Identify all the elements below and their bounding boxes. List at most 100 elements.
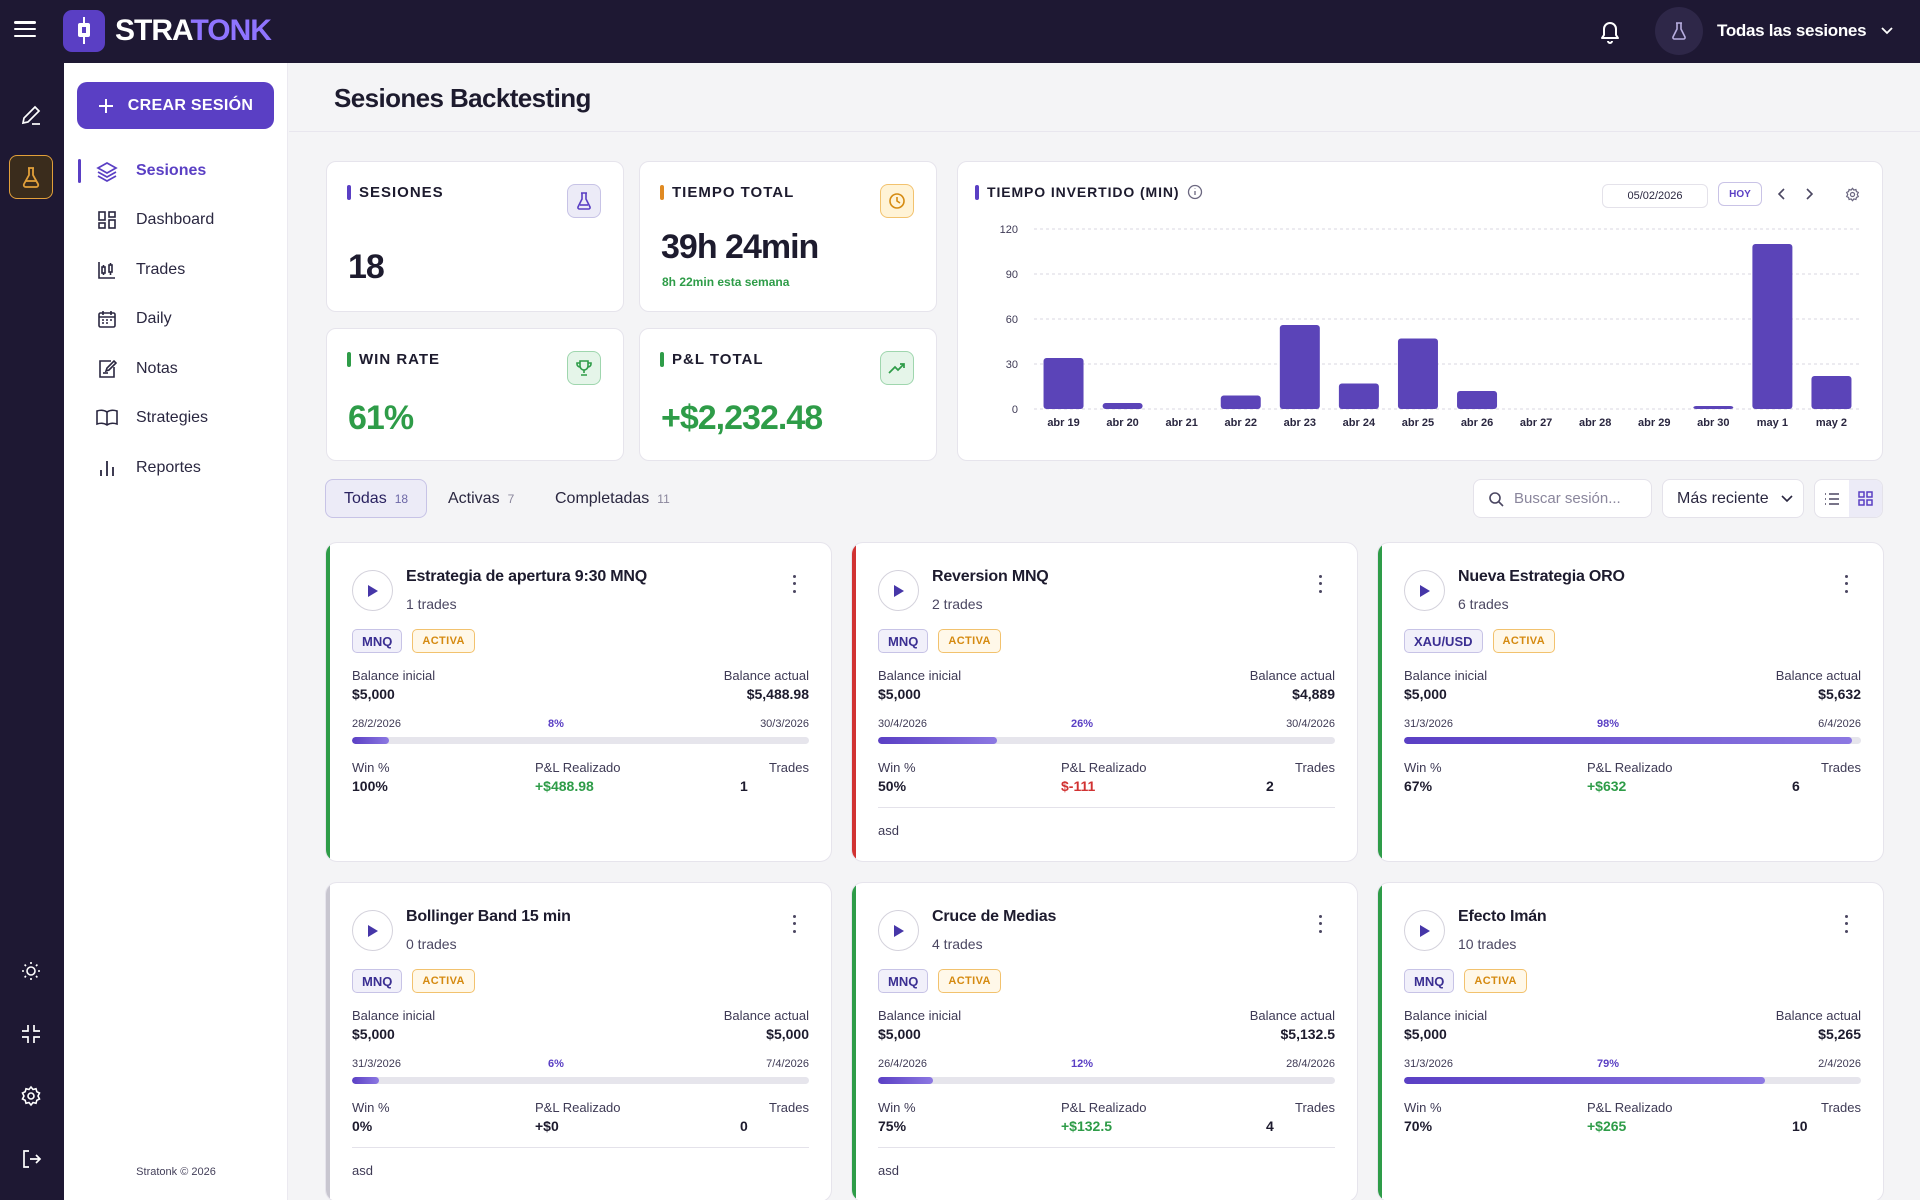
sidebar-item-daily[interactable]: Daily xyxy=(64,299,288,339)
list-view-icon[interactable] xyxy=(1815,480,1849,517)
balance-start-value: $5,000 xyxy=(1404,1026,1447,1042)
play-icon[interactable] xyxy=(352,570,393,611)
info-icon[interactable] xyxy=(1187,184,1203,200)
session-card[interactable]: Bollinger Band 15 min 0 trades MNQ ACTIV… xyxy=(325,882,832,1200)
session-card[interactable]: Efecto Imán 10 trades MNQ ACTIVA Balance… xyxy=(1377,882,1884,1200)
trades-value: 6 xyxy=(1792,778,1800,794)
status-accent xyxy=(326,543,330,861)
chevron-down-icon xyxy=(1781,494,1793,502)
menu-icon[interactable] xyxy=(14,18,36,40)
pencil-icon[interactable] xyxy=(9,93,53,137)
session-selector[interactable]: Todas las sesiones xyxy=(1655,6,1894,56)
chevron-right-icon[interactable] xyxy=(1799,184,1819,204)
sidebar-item-trades[interactable]: Trades xyxy=(64,250,288,290)
play-icon[interactable] xyxy=(878,910,919,951)
flask-icon xyxy=(567,184,601,218)
grid-view-icon[interactable] xyxy=(1848,480,1882,517)
logout-icon[interactable] xyxy=(9,1137,53,1181)
play-icon[interactable] xyxy=(1404,570,1445,611)
sidebar-item-notas[interactable]: Notas xyxy=(64,349,288,389)
y-tick-label: 0 xyxy=(1012,404,1018,416)
tab-label: Todas xyxy=(344,489,387,507)
date-end: 28/4/2026 xyxy=(1286,1058,1335,1070)
more-options-icon[interactable] xyxy=(789,913,799,935)
sidebar-item-reportes[interactable]: Reportes xyxy=(64,448,288,488)
more-options-icon[interactable] xyxy=(1315,913,1325,935)
flask-icon[interactable] xyxy=(9,155,53,199)
y-tick-label: 90 xyxy=(1006,269,1018,281)
sun-icon[interactable] xyxy=(9,949,53,993)
search-icon xyxy=(1489,491,1504,507)
brand[interactable]: STRATONK xyxy=(63,10,272,52)
chart-bar[interactable] xyxy=(1043,358,1084,409)
chart-bar[interactable] xyxy=(1693,406,1734,409)
more-options-icon[interactable] xyxy=(789,573,799,595)
progress-bar xyxy=(1404,1077,1861,1084)
more-options-icon[interactable] xyxy=(1841,573,1851,595)
session-card[interactable]: Cruce de Medias 4 trades MNQ ACTIVA Bala… xyxy=(851,882,1358,1200)
play-icon[interactable] xyxy=(352,910,393,951)
chart-title-text: TIEMPO INVERTIDO (MIN) xyxy=(987,184,1180,200)
session-card[interactable]: Nueva Estrategia ORO 6 trades XAU/USD AC… xyxy=(1377,542,1884,862)
tab-todas[interactable]: Todas 18 xyxy=(325,479,428,518)
date-start: 31/3/2026 xyxy=(1404,718,1453,730)
tab-activas[interactable]: Activas 7 xyxy=(430,479,532,518)
balance-now-label: Balance actual xyxy=(1775,1008,1861,1023)
notes-icon xyxy=(96,358,118,380)
progress-percent: 26% xyxy=(1070,718,1094,730)
chevron-left-icon[interactable] xyxy=(1772,184,1792,204)
chart-bar[interactable] xyxy=(1752,244,1793,409)
search-session-box[interactable] xyxy=(1473,479,1652,518)
create-session-button[interactable]: CREAR SESIÓN xyxy=(77,82,274,129)
more-options-icon[interactable] xyxy=(1841,913,1851,935)
progress-percent: 12% xyxy=(1070,1058,1094,1070)
settings-gear-icon[interactable] xyxy=(1842,184,1862,204)
pnl-value: +$265 xyxy=(1587,1118,1627,1134)
chart-bar[interactable] xyxy=(1338,383,1379,410)
chart-bar[interactable] xyxy=(1102,403,1143,409)
notifications-bell-icon[interactable] xyxy=(1598,18,1622,44)
progress-fill xyxy=(878,737,997,744)
win-value: 0% xyxy=(352,1118,373,1134)
session-badges: MNQ ACTIVA xyxy=(878,969,1001,993)
date-start: 31/3/2026 xyxy=(1404,1058,1453,1070)
stat-label-text: P&L TOTAL xyxy=(672,351,764,368)
today-button[interactable]: HOY xyxy=(1718,182,1762,206)
play-icon[interactable] xyxy=(1404,910,1445,951)
chart-bar[interactable] xyxy=(1397,338,1438,410)
session-card[interactable]: Estrategia de apertura 9:30 MNQ 1 trades… xyxy=(325,542,832,862)
divider xyxy=(878,1147,1335,1148)
chart-bar[interactable] xyxy=(1811,376,1852,409)
y-tick-label: 30 xyxy=(1006,359,1018,371)
sidebar-item-dashboard[interactable]: Dashboard xyxy=(64,200,288,240)
chart-bar[interactable] xyxy=(1457,391,1498,409)
plus-icon xyxy=(98,98,113,113)
balance-start-label: Balance inicial xyxy=(352,668,436,683)
top-bar: STRATONK Todas las sesiones xyxy=(0,0,1920,63)
time-invested-bar-chart: 0 30 60 90 120 abr 19 abr 20 abr 21 abr 22 abr 23… xyxy=(1000,224,1861,429)
chart-bar[interactable] xyxy=(1279,325,1320,409)
session-card[interactable]: Reversion MNQ 2 trades MNQ ACTIVA Balanc… xyxy=(851,542,1358,862)
sidebar-item-strategies[interactable]: Strategies xyxy=(64,398,288,438)
tab-completadas[interactable]: Completadas 11 xyxy=(537,479,688,518)
symbol-badge: MNQ xyxy=(878,629,929,653)
search-input[interactable] xyxy=(1514,490,1644,507)
symbol-badge: MNQ xyxy=(878,969,929,993)
settings-gear-icon[interactable] xyxy=(9,1074,53,1118)
session-trades-count: 0 trades xyxy=(406,936,457,952)
dashboard-icon xyxy=(96,209,118,231)
collapse-icon[interactable] xyxy=(9,1012,53,1056)
play-icon[interactable] xyxy=(878,570,919,611)
sort-select[interactable]: Más reciente xyxy=(1662,479,1804,518)
x-tick-label: abr 21 xyxy=(1165,417,1197,429)
date-picker[interactable]: 05/02/2026 xyxy=(1602,184,1708,208)
y-tick-label: 120 xyxy=(1000,224,1018,236)
session-trades-count: 4 trades xyxy=(932,936,983,952)
sidebar-item-sesiones[interactable]: Sesiones xyxy=(64,151,288,191)
left-rail xyxy=(0,63,64,1200)
stat-value: 18 xyxy=(348,248,385,286)
progress-percent: 79% xyxy=(1596,1058,1620,1070)
progress-bar xyxy=(1404,737,1861,744)
chart-bar[interactable] xyxy=(1220,395,1261,410)
more-options-icon[interactable] xyxy=(1315,573,1325,595)
